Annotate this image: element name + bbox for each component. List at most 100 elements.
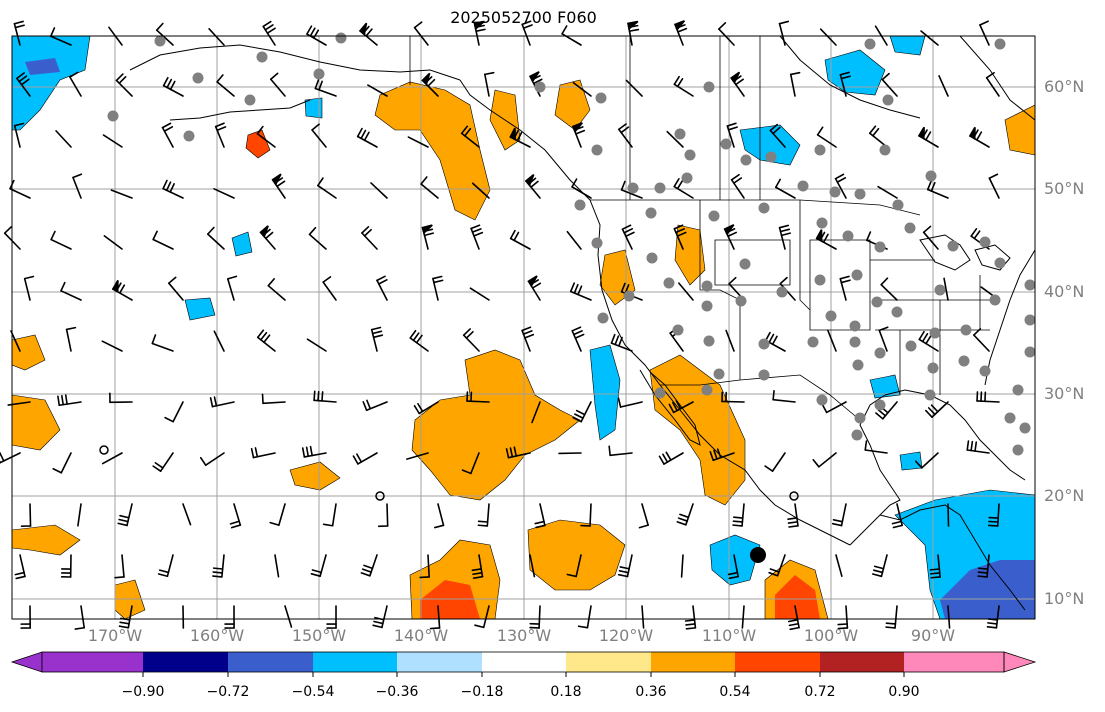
wind-barb xyxy=(256,329,276,352)
latitude-label: 10°N xyxy=(1044,589,1085,608)
wind-barb xyxy=(839,275,851,301)
wind-barb xyxy=(617,397,643,408)
wind-barb xyxy=(917,126,939,148)
wind-barb xyxy=(880,277,898,301)
station-marker xyxy=(701,300,713,312)
wind-barb xyxy=(208,28,225,46)
wind-barb xyxy=(871,554,888,578)
wind-barb xyxy=(360,554,378,577)
wind-barb xyxy=(968,126,990,148)
wind-barb xyxy=(638,503,649,529)
wind-barb xyxy=(864,440,888,454)
wind-barb xyxy=(943,277,949,301)
station-marker xyxy=(1012,444,1024,456)
station-marker xyxy=(927,362,939,374)
wind-barb xyxy=(837,605,849,630)
wind-barb xyxy=(155,22,174,46)
wind-barb xyxy=(787,503,799,528)
wind-barb xyxy=(269,503,286,526)
station-marker xyxy=(979,236,991,248)
wind-barb xyxy=(362,399,388,412)
colorbar-segment xyxy=(228,652,313,672)
wind-barb xyxy=(787,605,800,631)
wind-barb xyxy=(484,71,495,97)
colorbar-tick-label: −0.72 xyxy=(206,684,250,700)
colorbar-segment xyxy=(482,652,566,672)
positive-anomaly-region xyxy=(649,354,746,506)
positive-anomaly-region xyxy=(674,224,706,286)
wind-barb xyxy=(723,224,738,250)
positive-anomaly-region xyxy=(554,79,591,131)
positive-anomaly-region xyxy=(411,349,581,501)
wind-barb xyxy=(764,452,786,472)
wind-barb xyxy=(621,224,635,250)
wind-barb xyxy=(676,503,694,526)
wind-barb xyxy=(658,451,684,465)
longitude-label: 150°W xyxy=(291,626,347,645)
wind-barb xyxy=(20,503,32,528)
wind-barb xyxy=(572,401,592,423)
station-marker xyxy=(1024,314,1036,326)
wind-barb xyxy=(432,275,444,301)
wind-barb xyxy=(580,503,592,527)
wind-barb xyxy=(72,173,83,199)
wind-barb xyxy=(406,452,429,460)
wind-barb xyxy=(617,554,633,578)
map-frame xyxy=(11,35,1036,620)
station-markers xyxy=(107,32,1036,456)
wind-barb xyxy=(877,185,898,199)
station-marker xyxy=(776,286,788,298)
wind-barb xyxy=(419,554,430,579)
station-marker xyxy=(871,296,883,308)
wind-barb xyxy=(421,224,435,250)
station-marker xyxy=(703,81,715,93)
station-marker xyxy=(107,110,119,122)
station-marker xyxy=(882,94,894,106)
station-marker xyxy=(646,252,658,264)
station-marker xyxy=(758,338,770,350)
wind-barb xyxy=(505,446,531,459)
wind-barb xyxy=(775,178,796,199)
station-marker xyxy=(313,68,325,80)
wind-barb xyxy=(361,226,378,250)
wind-barb xyxy=(618,123,633,148)
wind-barb xyxy=(726,122,738,148)
wind-barb xyxy=(306,338,327,352)
wind-barb xyxy=(259,225,276,250)
station-marker xyxy=(924,389,936,401)
negative-anomaly-region xyxy=(824,49,886,96)
wind-barb xyxy=(831,503,847,527)
wind-barb xyxy=(571,178,592,199)
wind-barb xyxy=(224,605,235,629)
station-marker xyxy=(814,274,826,286)
wind-barb xyxy=(732,503,745,527)
wind-barb xyxy=(827,329,837,352)
station-marker xyxy=(825,310,837,322)
wind-barb xyxy=(114,554,125,579)
station-marker xyxy=(874,347,886,359)
colorbar-extend-low xyxy=(10,651,43,673)
wind-barb xyxy=(521,326,535,352)
station-marker xyxy=(597,312,609,324)
wind-barb xyxy=(925,401,949,418)
wind-barb xyxy=(730,173,745,199)
wind-barb xyxy=(274,554,280,578)
colorbar-outline xyxy=(41,651,1005,673)
colorbar xyxy=(10,651,1037,677)
wind-barb xyxy=(433,503,445,529)
wind-barb xyxy=(267,278,286,301)
station-marker xyxy=(244,94,256,106)
wind-barb xyxy=(727,554,739,580)
coastlines xyxy=(129,35,1036,611)
station-marker xyxy=(758,202,770,214)
station-marker xyxy=(654,387,666,399)
wind-barb xyxy=(878,326,889,352)
wind-barb xyxy=(14,554,26,580)
wind-barb xyxy=(157,554,174,578)
station-marker xyxy=(979,365,991,377)
wind-barb xyxy=(973,328,990,352)
wind-barb xyxy=(778,20,790,46)
wind-barb xyxy=(162,76,184,97)
negative-anomaly-region xyxy=(304,97,323,119)
station-marker xyxy=(874,241,886,253)
